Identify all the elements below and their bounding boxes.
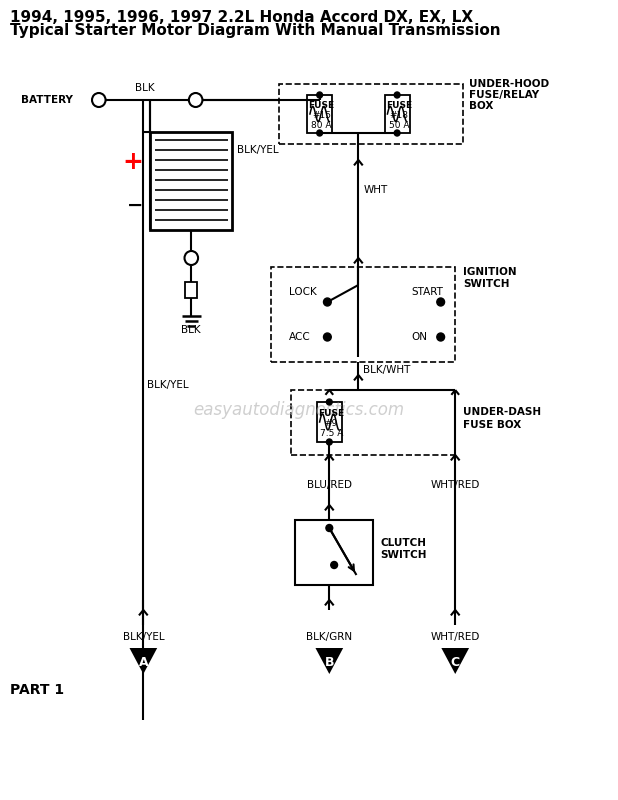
- Text: UNDER-DASH: UNDER-DASH: [463, 407, 541, 417]
- Bar: [150, 132, 232, 230]
- Circle shape: [316, 92, 323, 98]
- Text: #15: #15: [312, 110, 331, 119]
- Circle shape: [326, 525, 332, 531]
- Text: BLK/YEL: BLK/YEL: [147, 380, 189, 390]
- Circle shape: [437, 333, 444, 341]
- Text: FUSE: FUSE: [386, 101, 412, 110]
- Text: SWITCH: SWITCH: [463, 279, 509, 289]
- Text: easyautodiagnostics.com: easyautodiagnostics.com: [193, 401, 405, 419]
- Circle shape: [92, 93, 106, 107]
- Text: BLU/RED: BLU/RED: [307, 480, 352, 490]
- Text: BLK: BLK: [135, 83, 155, 93]
- Polygon shape: [315, 648, 343, 674]
- Text: +: +: [122, 150, 143, 174]
- Text: A: A: [138, 656, 148, 669]
- Text: BLK/WHT: BLK/WHT: [363, 365, 410, 375]
- Text: BLK/GRN: BLK/GRN: [307, 632, 352, 642]
- Bar: [185, 282, 197, 298]
- Bar: [279, 84, 463, 144]
- Circle shape: [185, 251, 198, 265]
- Text: WHT/RED: WHT/RED: [431, 632, 480, 642]
- Text: 80 A: 80 A: [311, 121, 332, 130]
- Bar: [316, 402, 342, 442]
- Text: BATTERY: BATTERY: [21, 95, 73, 105]
- Text: B: B: [324, 656, 334, 669]
- Circle shape: [316, 130, 323, 136]
- Text: 50 A: 50 A: [389, 121, 409, 130]
- Bar: [271, 267, 455, 362]
- Bar: [307, 95, 332, 133]
- Polygon shape: [130, 648, 157, 674]
- Text: 7.5 A: 7.5 A: [320, 429, 343, 438]
- Text: LOCK: LOCK: [289, 287, 316, 297]
- Polygon shape: [441, 648, 469, 674]
- Text: ACC: ACC: [289, 332, 310, 342]
- Text: IGNITION: IGNITION: [463, 267, 517, 277]
- Bar: [290, 390, 455, 455]
- Circle shape: [189, 93, 203, 107]
- Text: BLK: BLK: [182, 325, 201, 335]
- Text: −: −: [127, 195, 144, 214]
- Text: BLK/YEL: BLK/YEL: [122, 632, 164, 642]
- Text: #9: #9: [324, 418, 338, 427]
- Text: WHT: WHT: [363, 185, 387, 195]
- Text: FUSE: FUSE: [318, 409, 344, 418]
- Text: WHT/RED: WHT/RED: [431, 480, 480, 490]
- Text: Typical Starter Motor Diagram With Manual Transmission: Typical Starter Motor Diagram With Manua…: [10, 23, 501, 38]
- Circle shape: [437, 298, 444, 306]
- Circle shape: [326, 399, 332, 405]
- Text: FUSE/RELAY: FUSE/RELAY: [469, 90, 539, 100]
- Text: START: START: [412, 287, 444, 297]
- Circle shape: [394, 92, 400, 98]
- Circle shape: [326, 439, 332, 445]
- Text: PART 1: PART 1: [10, 683, 64, 697]
- Circle shape: [394, 130, 400, 136]
- Text: FUSE BOX: FUSE BOX: [463, 420, 521, 430]
- Text: CLUTCH: CLUTCH: [381, 538, 426, 548]
- Text: C: C: [451, 656, 460, 669]
- Bar: [384, 95, 410, 133]
- Text: BLK/YEL: BLK/YEL: [237, 145, 279, 155]
- Circle shape: [323, 333, 331, 341]
- Circle shape: [331, 562, 337, 569]
- Text: #18: #18: [389, 110, 408, 119]
- Text: FUSE: FUSE: [308, 101, 334, 110]
- Text: SWITCH: SWITCH: [381, 550, 427, 560]
- Text: ON: ON: [412, 332, 428, 342]
- Circle shape: [323, 298, 331, 306]
- Bar: [295, 520, 373, 585]
- Text: UNDER-HOOD: UNDER-HOOD: [469, 79, 549, 89]
- Text: 1994, 1995, 1996, 1997 2.2L Honda Accord DX, EX, LX: 1994, 1995, 1996, 1997 2.2L Honda Accord…: [10, 10, 473, 25]
- Text: BOX: BOX: [469, 101, 493, 111]
